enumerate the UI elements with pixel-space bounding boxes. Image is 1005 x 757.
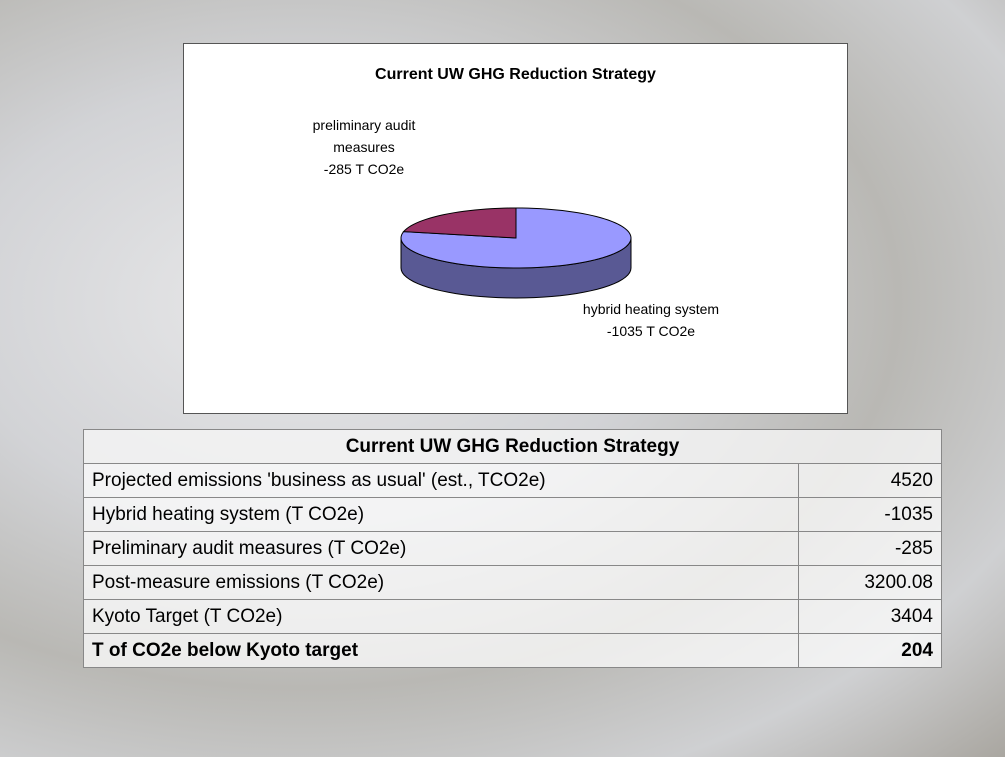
- table-label: Kyoto Target (T CO2e): [84, 600, 799, 634]
- table-label: T of CO2e below Kyoto target: [84, 634, 799, 668]
- table-value: 3404: [799, 600, 942, 634]
- table-header-row: Current UW GHG Reduction Strategy: [84, 430, 942, 464]
- value-label: -285 T CO2e: [304, 158, 424, 180]
- slice-label: preliminary audit measures-285 T CO2e: [304, 114, 424, 180]
- table-label: Preliminary audit measures (T CO2e): [84, 532, 799, 566]
- table-value: 3200.08: [799, 566, 942, 600]
- chart-title: Current UW GHG Reduction Strategy: [184, 66, 847, 84]
- table-label: Post-measure emissions (T CO2e): [84, 566, 799, 600]
- table-label: Projected emissions 'business as usual' …: [84, 464, 799, 498]
- table-value: -1035: [799, 498, 942, 532]
- table-label: Hybrid heating system (T CO2e): [84, 498, 799, 532]
- table-row: Projected emissions 'business as usual' …: [84, 464, 942, 498]
- category-label: hybrid heating system: [576, 298, 726, 320]
- slide: Current UW GHG Reduction Strategy hybrid…: [0, 0, 1005, 757]
- pie-chart: [184, 44, 849, 415]
- table-value: 204: [799, 634, 942, 668]
- value-label: -1035 T CO2e: [576, 320, 726, 342]
- table-row: Preliminary audit measures (T CO2e)-285: [84, 532, 942, 566]
- slice-label: hybrid heating system-1035 T CO2e: [576, 298, 726, 342]
- table-title: Current UW GHG Reduction Strategy: [84, 430, 942, 464]
- table-value: 4520: [799, 464, 942, 498]
- category-label: preliminary audit measures: [304, 114, 424, 158]
- table-value: -285: [799, 532, 942, 566]
- chart-area: Current UW GHG Reduction Strategy hybrid…: [183, 43, 848, 414]
- data-table: Current UW GHG Reduction Strategy Projec…: [83, 429, 942, 668]
- table-row: Kyoto Target (T CO2e)3404: [84, 600, 942, 634]
- table-row: Hybrid heating system (T CO2e)-1035: [84, 498, 942, 532]
- table-row: Post-measure emissions (T CO2e)3200.08: [84, 566, 942, 600]
